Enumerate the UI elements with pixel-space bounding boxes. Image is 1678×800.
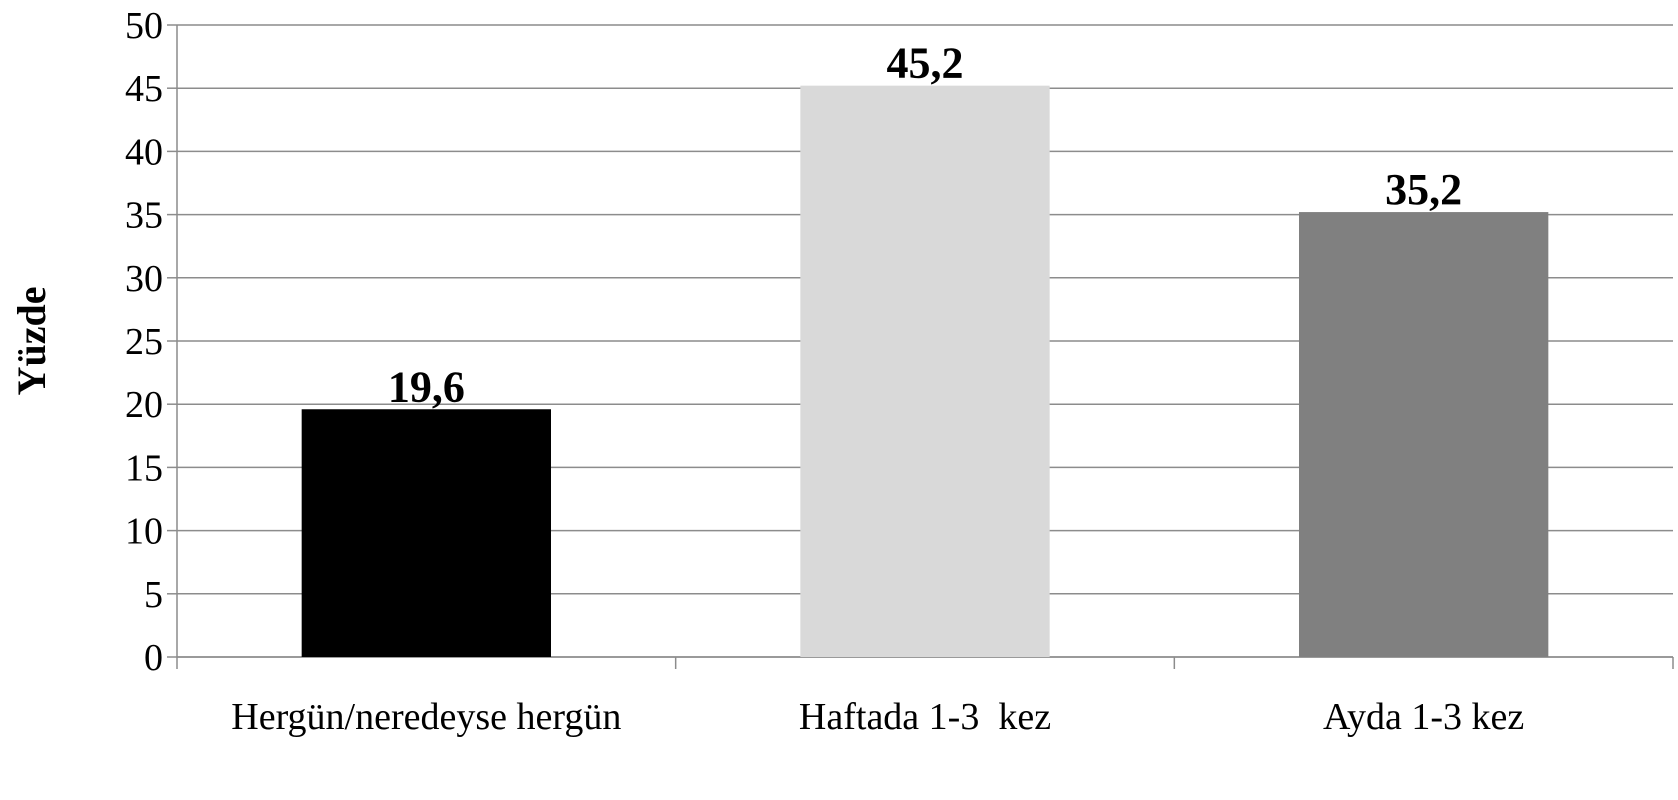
- y-tick-label: 10: [125, 511, 163, 553]
- y-tick-label: 20: [125, 384, 163, 426]
- data-label: 45,2: [887, 39, 964, 88]
- bar: [1299, 212, 1549, 657]
- y-tick-label: 15: [125, 447, 163, 489]
- y-tick-label: 50: [125, 5, 163, 47]
- y-tick-label: 35: [125, 195, 163, 237]
- y-tick-label: 40: [125, 131, 163, 173]
- x-tick-label: Ayda 1-3 kez: [1323, 696, 1524, 738]
- data-label: 35,2: [1385, 165, 1462, 214]
- y-tick-label: 30: [125, 258, 163, 300]
- data-label: 19,6: [388, 362, 465, 411]
- bar: [301, 409, 551, 657]
- x-tick-label: Hergün/neredeyse hergün: [231, 696, 621, 738]
- y-tick-label: 5: [144, 574, 163, 616]
- y-tick-label: 0: [144, 637, 163, 679]
- y-axis-label: Yüzde: [9, 287, 54, 396]
- y-tick-label: 25: [125, 321, 163, 363]
- bar: [800, 85, 1050, 657]
- y-tick-label: 45: [125, 68, 163, 110]
- x-tick-label: Haftada 1-3 kez: [799, 696, 1051, 738]
